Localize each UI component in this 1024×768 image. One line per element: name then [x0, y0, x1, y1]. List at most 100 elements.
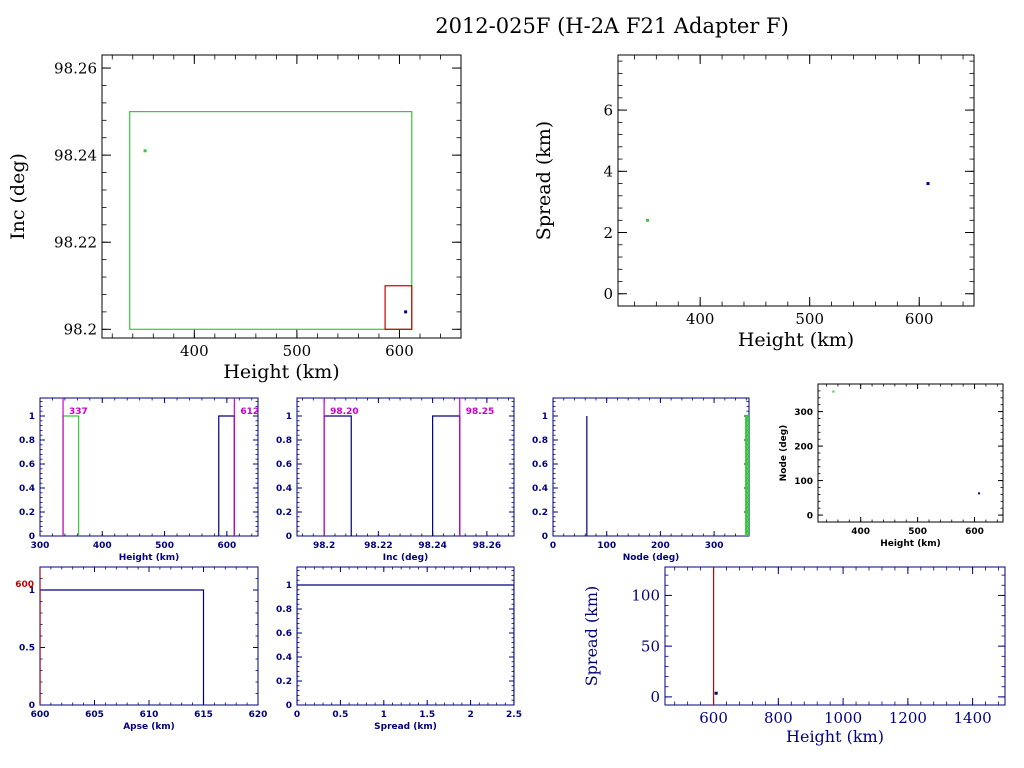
x-tick-label: 600	[699, 709, 728, 727]
x-tick-label: 98.26	[473, 541, 501, 551]
chart-hist-inc: 98.2 98.22 98.24 98.26 0 0.2 0.4 0.6 0.8 1 Inc (de…	[276, 397, 515, 563]
chart-hist-apse: 600 605 610 615 620 0 0.5 1 Apse (km) 600	[15, 566, 267, 732]
y-tick-label: 0	[542, 532, 548, 542]
x-tick-label: 0	[294, 710, 300, 720]
plot-area	[62, 398, 235, 536]
marker-label: 98.25	[466, 407, 494, 417]
plot-frame	[296, 566, 515, 706]
x-tick-label: 500	[283, 342, 312, 360]
x-axis-label: Inc (deg)	[383, 553, 428, 563]
histogram-bar	[432, 415, 461, 536]
y-tick-label: 0.6	[276, 460, 292, 470]
y-tick-label: 0	[29, 532, 35, 542]
y-tick-label: 0.8	[19, 436, 35, 446]
y-tick-label: 0	[603, 285, 613, 303]
y-tick-label: 0.2	[532, 508, 548, 518]
chart-hist-height: 300 400 500 600 0 0.2 0.4 0.6 0.8 1 Height (km) 337…	[19, 397, 259, 563]
plot-frame	[617, 54, 975, 307]
y-tick-label: 2	[603, 224, 613, 242]
y-tick-label: 0	[29, 701, 35, 711]
x-tick-label: 0.5	[332, 710, 348, 720]
x-tick-label: 0	[550, 541, 556, 551]
x-tick-label: 500	[155, 541, 174, 551]
histogram-bar	[323, 415, 352, 536]
data-point	[646, 218, 650, 222]
x-tick-label: 200	[651, 541, 670, 551]
x-tick-label: 800	[764, 709, 793, 727]
marker-label: 337	[69, 407, 88, 417]
plot-area	[297, 584, 514, 705]
marker-label: 612	[240, 407, 259, 417]
histogram-bar	[40, 589, 205, 705]
y-tick-label: 6	[603, 101, 613, 119]
y-axis-label: Node (deg)	[779, 425, 789, 482]
chart-hist-node: 0 100 200 300 0 0.2 0.4 0.6 0.8 1 Node (deg)	[532, 397, 750, 563]
y-tick-label: 1	[286, 581, 292, 591]
x-tick-label: 300	[31, 541, 50, 551]
x-tick-label: 400	[180, 342, 209, 360]
y-axis-label: Spread (km)	[533, 121, 555, 240]
plot-frame	[552, 397, 750, 537]
plot-area	[646, 182, 930, 222]
y-tick-label: 0.6	[19, 460, 35, 470]
x-tick-label: 610	[140, 710, 159, 720]
plot-area	[323, 398, 461, 536]
plot-frame	[39, 566, 259, 706]
y-tick-label: 0.4	[532, 484, 548, 494]
x-tick-label: 300	[705, 541, 724, 551]
y-tick-label: 4	[603, 163, 613, 181]
x-axis-label: Height (km)	[223, 361, 339, 383]
data-point	[832, 390, 835, 393]
data-point	[714, 691, 718, 695]
histogram-bar	[297, 584, 514, 705]
y-axis-label: Spread (km)	[582, 586, 601, 687]
y-tick-label: 200	[794, 442, 813, 452]
x-tick-label: 600	[965, 527, 984, 537]
plot-frame	[817, 383, 1004, 523]
plot-frame	[664, 566, 1006, 706]
marker-label: 600	[15, 580, 34, 590]
chart-spread-height-wide: 600 800 1000 1200 1400 0 50 100 Height (km) Sprea…	[582, 566, 1006, 746]
x-axis-label: Height (km)	[786, 727, 884, 746]
x-tick-label: 400	[851, 527, 870, 537]
y-tick-label: 0.6	[276, 629, 292, 639]
page-title: 2012-025F (H-2A F21 Adapter F)	[435, 14, 789, 38]
y-tick-label: 0.4	[19, 484, 35, 494]
y-tick-label: 98.2	[64, 321, 97, 339]
y-tick-label: 0.8	[532, 436, 548, 446]
x-tick-label: 400	[93, 541, 112, 551]
y-tick-label: 98.26	[54, 59, 97, 77]
x-tick-label: 1200	[889, 709, 927, 727]
x-axis-label: Height (km)	[738, 329, 854, 351]
plot-area	[129, 110, 413, 330]
x-tick-label: 600	[31, 710, 50, 720]
y-tick-label: 100	[631, 587, 660, 605]
y-tick-label: 0.4	[276, 484, 292, 494]
chart-hist-spread: 0 0.5 1 1.5 2 2.5 0 0.2 0.4 0.6 0.8 1 Spread (km)	[276, 566, 522, 732]
chart-inc-height: 400 500 600 98.2 98.22 98.24 98.26 Height (km) I…	[7, 54, 462, 383]
histogram-bar	[62, 415, 80, 536]
chart-node-height: 400 500 600 0 100 200 300 Height (km) Node (deg)	[779, 383, 1004, 549]
plot-frame	[296, 397, 515, 537]
y-tick-label: 0.8	[276, 605, 292, 615]
x-tick-label: 2	[467, 710, 473, 720]
y-tick-label: 0	[807, 511, 813, 521]
chart-spread-height: 400 500 600 0 2 4 6 Height (km) Spread (km)	[533, 54, 975, 351]
histogram-bar	[218, 415, 235, 536]
y-tick-label: 0	[286, 532, 292, 542]
y-tick-label: 1	[29, 412, 35, 422]
y-tick-label: 0.4	[276, 653, 292, 663]
x-tick-label: 400	[686, 310, 715, 328]
y-tick-label: 0.2	[276, 677, 292, 687]
x-tick-label: 2.5	[506, 710, 522, 720]
y-axis-label: Inc (deg)	[7, 153, 29, 240]
data-point	[143, 149, 147, 153]
x-tick-label: 98.24	[418, 541, 446, 551]
y-tick-label: 1	[542, 412, 548, 422]
marker-label: 98.20	[330, 407, 358, 417]
y-tick-label: 0.2	[19, 508, 35, 518]
y-tick-label: 1	[29, 586, 35, 596]
x-tick-label: 1000	[824, 709, 862, 727]
plot-area	[832, 390, 981, 495]
